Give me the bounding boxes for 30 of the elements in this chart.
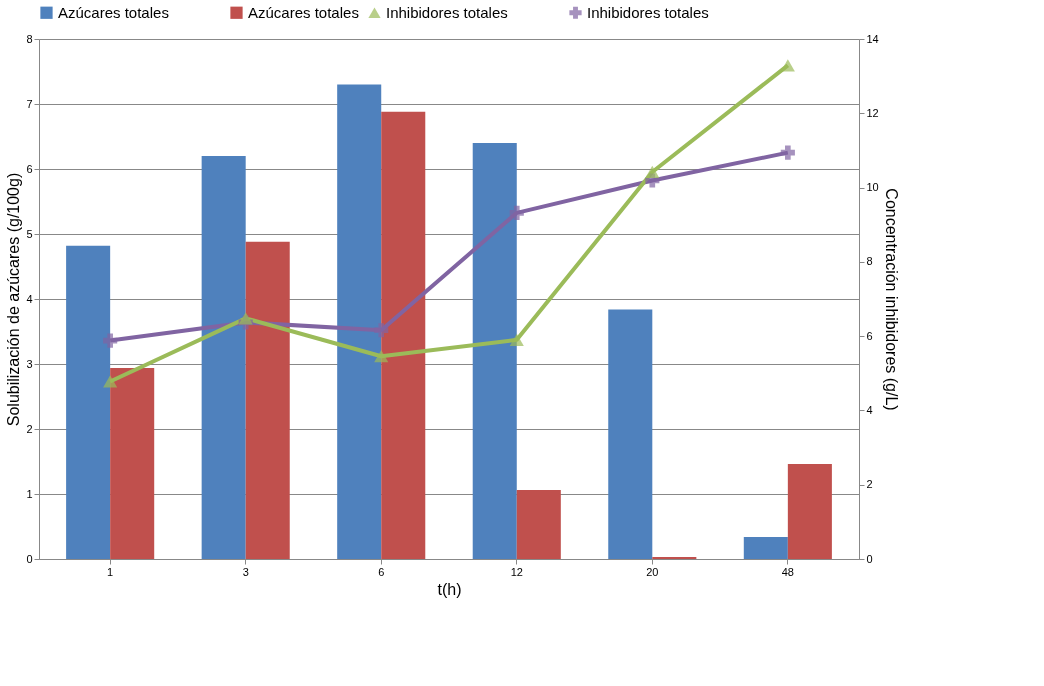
y2-tick-label: 8 <box>866 255 873 268</box>
legend-label: Inhibidores totales <box>587 3 709 21</box>
y2-tick-label: 4 <box>866 403 873 416</box>
y-axis-title: Solubilización de azúcares (g/100g) <box>5 172 23 427</box>
x-tick-label: 20 <box>646 565 659 578</box>
y-tick-label: 4 <box>26 292 33 305</box>
y-tick-label: 0 <box>26 552 33 565</box>
y2-tick-label: 2 <box>866 478 873 491</box>
x-axis-title: t(h) <box>437 580 462 598</box>
x-tick-label: 3 <box>242 565 249 578</box>
legend-label: Azúcares totales <box>58 3 169 21</box>
x-tick-label: 6 <box>378 565 385 578</box>
legend-label: Azúcares totales <box>248 3 359 21</box>
x-tick-label: 48 <box>781 565 794 578</box>
y-tick-label: 3 <box>26 357 33 370</box>
y-tick-label: 5 <box>26 227 33 240</box>
y2-tick-label: 12 <box>866 106 879 119</box>
y-tick-label: 7 <box>26 97 33 110</box>
y2-tick-label: 0 <box>866 552 873 565</box>
y2-axis-title: Concentración inhibidores (g/L) <box>882 188 900 411</box>
y2-tick-label: 10 <box>866 181 879 194</box>
y-tick-label: 2 <box>26 422 33 435</box>
y-tick-label: 8 <box>26 32 33 45</box>
y-tick-label: 6 <box>26 162 33 175</box>
legend-label: Inhibidores totales <box>386 3 508 21</box>
y2-tick-label: 14 <box>866 32 879 45</box>
x-tick-label: 12 <box>510 565 523 578</box>
y-tick-label: 1 <box>26 487 33 500</box>
y2-tick-label: 6 <box>866 329 873 342</box>
x-tick-label: 1 <box>107 565 114 578</box>
